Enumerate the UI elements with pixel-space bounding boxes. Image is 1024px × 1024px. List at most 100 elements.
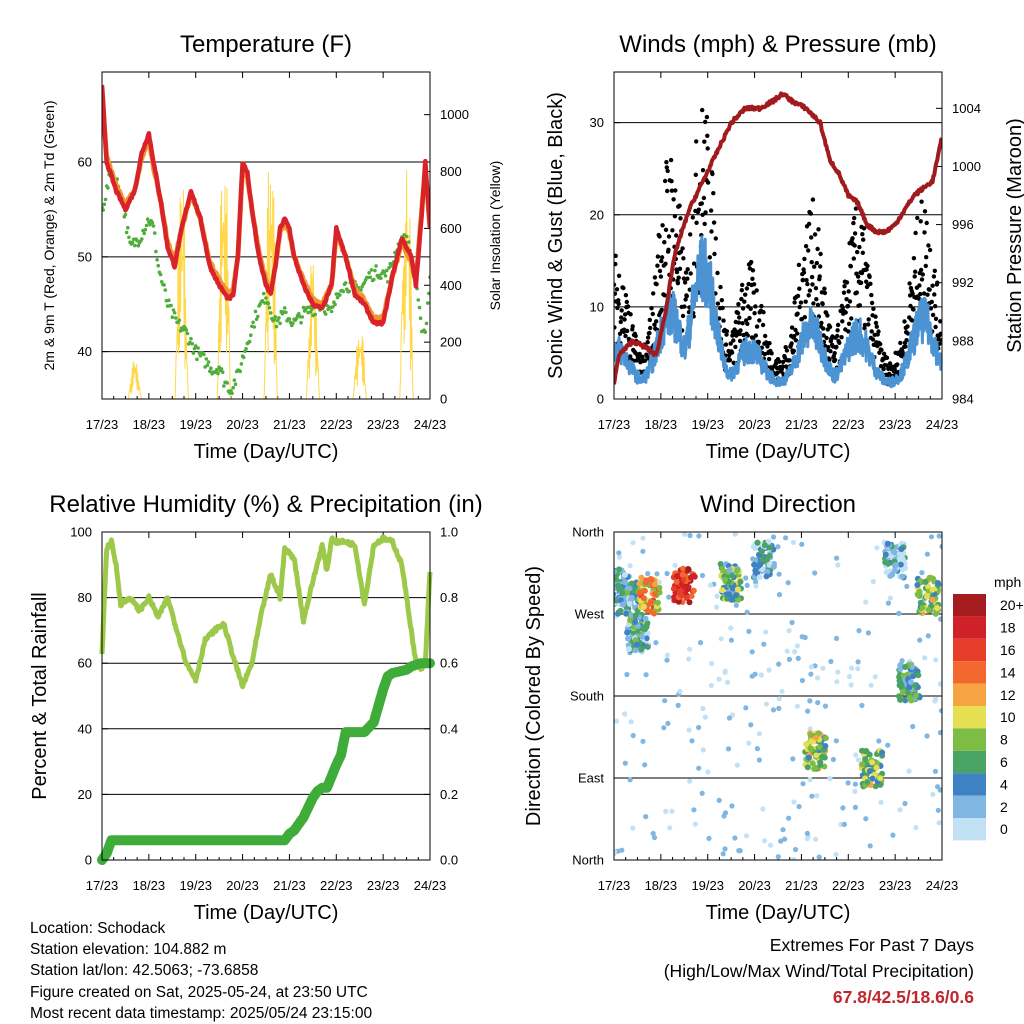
gust-point — [718, 284, 723, 290]
gust-point — [919, 277, 925, 282]
direction-point — [792, 649, 798, 655]
gust-point — [824, 335, 829, 341]
y-tick-label: 80 — [78, 590, 92, 605]
gust-point — [797, 286, 802, 291]
direction-point — [640, 738, 646, 744]
direction-point — [624, 590, 630, 596]
dewpoint-point — [185, 331, 190, 336]
gust-point — [680, 313, 686, 319]
gust-point — [702, 221, 707, 227]
direction-point — [624, 671, 630, 678]
dewpoint-point — [192, 346, 197, 351]
direction-point — [885, 600, 892, 606]
gust-point — [752, 311, 757, 316]
gust-point — [918, 219, 923, 224]
dewpoint-point — [233, 382, 238, 387]
y-axis-label-left: 2m & 9m T (Red, Orange) & 2m Td (Green) — [41, 101, 57, 371]
gust-point — [813, 286, 819, 291]
direction-point — [671, 594, 678, 601]
direction-point — [762, 838, 768, 844]
direction-point — [833, 851, 839, 857]
gust-point — [760, 322, 766, 328]
gust-point — [825, 313, 830, 318]
direction-point — [719, 565, 726, 572]
gust-point — [846, 321, 852, 326]
direction-point — [725, 679, 731, 685]
direction-point — [622, 711, 628, 717]
direction-point — [885, 560, 892, 567]
direction-point — [808, 738, 815, 745]
legend-swatch — [953, 795, 986, 818]
dewpoint-point — [238, 369, 242, 374]
plot-border — [101, 531, 431, 861]
direction-point — [770, 534, 777, 540]
gust-point — [715, 301, 721, 306]
direction-point — [830, 756, 837, 763]
gust-point — [821, 333, 826, 338]
dewpoint-point — [347, 289, 352, 294]
gust-point — [881, 366, 886, 372]
direction-point — [614, 718, 620, 724]
direction-point — [679, 571, 686, 578]
direction-point — [897, 807, 903, 813]
y-right-tick-label: 0.4 — [440, 721, 458, 736]
direction-point — [672, 562, 678, 568]
gust-point — [658, 274, 664, 279]
dewpoint-point — [225, 381, 230, 385]
y-axis-label-left: Percent & Total Rainfall — [29, 592, 51, 800]
direction-point — [919, 604, 926, 611]
direction-point — [817, 762, 824, 768]
gust-point — [704, 114, 710, 120]
gust-point — [645, 340, 650, 345]
gust-point — [835, 328, 840, 333]
dewpoint-point — [151, 224, 156, 228]
dewpoint-point — [362, 280, 367, 285]
dewpoint-point — [282, 306, 287, 310]
gust-point — [723, 342, 729, 347]
direction-point — [793, 846, 799, 853]
gust-point — [793, 338, 799, 343]
dewpoint-point — [158, 272, 163, 277]
direction-point — [775, 544, 781, 550]
dewpoint-point — [372, 277, 376, 282]
direction-point — [914, 582, 921, 588]
direction-point — [743, 833, 750, 839]
direction-point — [907, 679, 914, 686]
gust-point — [869, 329, 874, 334]
x-axis-label: Time (Day/UTC) — [706, 902, 851, 924]
gust-point — [858, 280, 864, 285]
direction-point — [752, 671, 758, 677]
gust-point — [754, 324, 760, 329]
gust-point — [619, 308, 624, 313]
direction-point — [632, 619, 639, 625]
gust-point — [803, 299, 808, 304]
gust-point — [864, 279, 869, 284]
direction-point — [707, 582, 714, 588]
gust-point — [907, 281, 912, 286]
gust-point — [702, 139, 707, 144]
gust-point — [662, 240, 667, 245]
gust-point — [666, 234, 672, 239]
dewpoint-point — [222, 384, 226, 388]
gust-point — [684, 293, 689, 299]
direction-point — [890, 549, 897, 555]
direction-point — [853, 752, 859, 758]
gust-point — [622, 312, 628, 317]
gust-point — [614, 291, 618, 296]
direction-point — [902, 800, 908, 807]
y-right-tick-label: 1000 — [440, 107, 469, 122]
gust-point — [929, 299, 934, 305]
direction-point — [783, 535, 789, 541]
direction-point — [753, 579, 759, 585]
dewpoint-point — [189, 336, 193, 341]
direction-point — [866, 768, 873, 775]
direction-point — [608, 580, 614, 586]
direction-point — [630, 732, 636, 739]
gust-point — [835, 333, 840, 339]
direction-point — [700, 705, 706, 712]
gust-point — [705, 146, 710, 151]
gust-point — [821, 326, 826, 331]
direction-point — [758, 672, 764, 678]
gust-point — [745, 321, 750, 326]
gust-point — [727, 358, 733, 363]
